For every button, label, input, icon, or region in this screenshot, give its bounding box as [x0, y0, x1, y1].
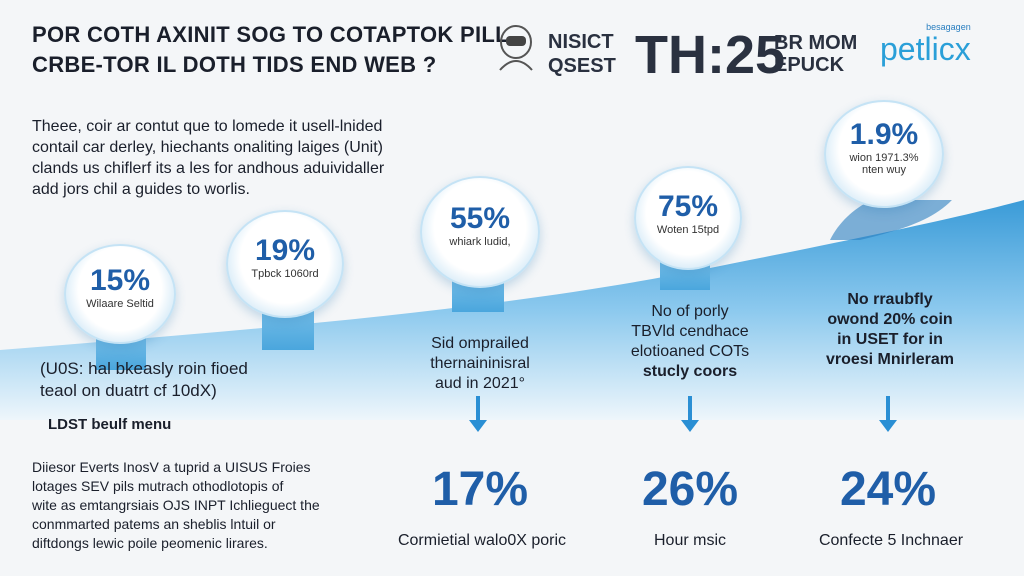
stat-bubble-1: 15% Wilaare Seltid — [64, 244, 176, 344]
title-line-1: POR COTH AXINIT SOG TO COTAPTOK PILL — [32, 22, 509, 47]
arrow-line-1 — [476, 396, 480, 422]
arrow-line-3 — [886, 396, 890, 422]
company-logo: besagagen petlicx — [880, 22, 971, 66]
mid-note-3: No rraubfly owond 20% coin in USET for i… — [825, 291, 955, 368]
time-display: TH:25 — [635, 25, 786, 85]
arrow-down-icon-3 — [879, 420, 897, 432]
stat-value-2: 26% — [641, 463, 739, 516]
stat-label-2: Hour msic — [653, 532, 726, 549]
arrow-line-2 — [688, 396, 692, 422]
stat-bubble-3: 55% whiark ludid, — [420, 176, 540, 288]
stat-bubble-2: 19% Tpbck 1060rd — [226, 210, 344, 318]
robot-icon — [499, 25, 533, 71]
brand-name: NISICT QSEST — [548, 31, 616, 77]
mid-note-2: No of porly TBVld cendhace elotioaned CO… — [630, 303, 750, 380]
logo-wordmark: petlicx — [880, 31, 971, 67]
title-line-2: CRBE-TOR IL DOTH TIDS END WEB ? — [32, 52, 437, 77]
page-title: POR COTH AXINIT SOG TO COTAPTOK PILL CRB… — [32, 20, 509, 80]
stat-bubble-4: 75% Woten 15tpd — [634, 166, 742, 270]
wave-caption: (U0S: hal bkeasly roin fioed teaol on du… — [40, 359, 248, 400]
stat-value-1: 17% — [431, 463, 529, 516]
stat-value-3: 24% — [839, 463, 937, 516]
mid-note-1: Sid omprailed thernaininisral aud in 202… — [430, 335, 530, 392]
stat-bubble-5: 1.9% wion 1971.3% nten wuy — [824, 100, 944, 208]
bottom-description: Diiesor Everts InosV a tuprid a UISUS Fr… — [32, 459, 320, 551]
arrow-down-icon-2 — [681, 420, 699, 432]
logo-tagline: besagagen — [926, 22, 971, 32]
stat-label-3: Confecte 5 Inchnaer — [818, 532, 964, 549]
wave-graphic — [0, 200, 1024, 420]
intro-paragraph: Theee, coir ar contut que to lomede it u… — [32, 118, 385, 198]
section-heading: LDST beulf menu — [48, 416, 172, 433]
arrow-down-icon-1 — [469, 420, 487, 432]
brand-subtitle: BR MOM EPUCK — [774, 32, 858, 76]
stat-label-1: Cormietial walo0X poric — [397, 532, 567, 549]
